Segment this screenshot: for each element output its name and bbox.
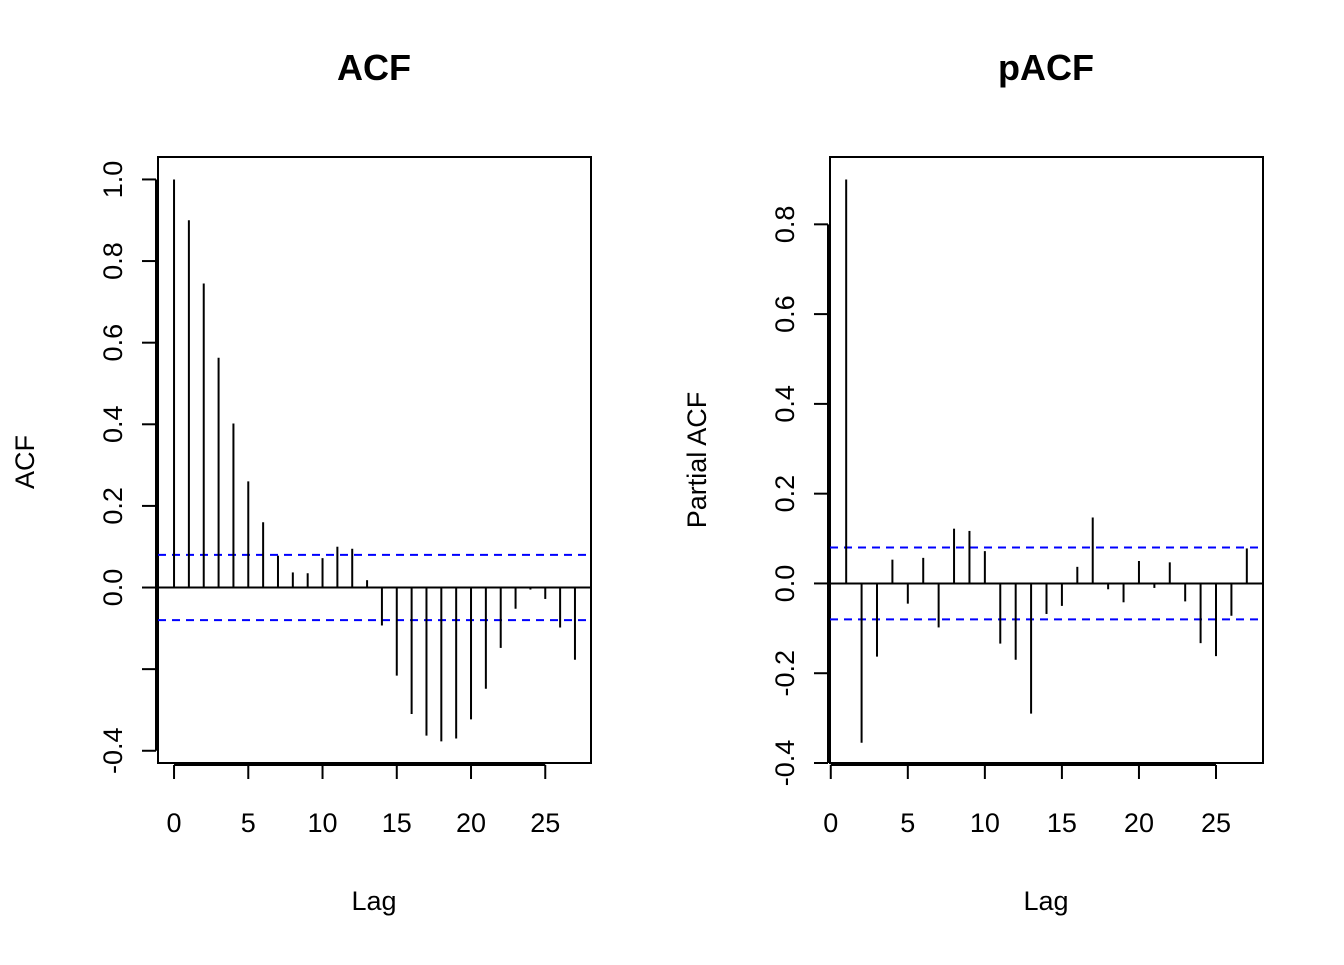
pacf-y-axis-label: Partial ACF: [682, 392, 712, 529]
pacf-y-tick-label-5: 0.6: [770, 295, 800, 333]
pacf-y-tick-label-0: -0.4: [770, 740, 800, 787]
acf-y-tick-label-3: 0.2: [98, 487, 128, 525]
acf-y-tick-label-4: 0.4: [98, 406, 128, 444]
pacf-y-tick-label-3: 0.2: [770, 475, 800, 513]
acf-x-tick-label-5: 5: [241, 808, 256, 838]
acf-panel: ACF Lag ACF 0 5 10 15 20 25 -0.4 0.0 0.2 0.4 0.6 0.…: [10, 47, 592, 916]
acf-y-tick-label-7: 1.0: [98, 161, 128, 199]
pacf-x-tick-label-15: 15: [1047, 808, 1077, 838]
acf-y-tick-label-0: -0.4: [98, 727, 128, 774]
pacf-x-axis-label: Lag: [1023, 886, 1068, 916]
pacf-y-tick-label-4: 0.4: [770, 385, 800, 423]
pacf-x-tick-label-5: 5: [900, 808, 915, 838]
pacf-x-tick-label-20: 20: [1124, 808, 1154, 838]
acf-plot-frame: [157, 156, 592, 764]
pacf-y-tick-label-2: 0.0: [770, 565, 800, 603]
acf-x-tick-label-15: 15: [382, 808, 412, 838]
pacf-x-tick-label-25: 25: [1201, 808, 1231, 838]
pacf-y-tick-label-1: -0.2: [770, 650, 800, 697]
pacf-y-tick-label-6: 0.8: [770, 206, 800, 244]
pacf-panel: pACF Lag Partial ACF 0 5 10 15 20 25 -0.4 -0.2 0…: [682, 47, 1264, 916]
acf-title: ACF: [337, 47, 411, 88]
acf-x-tick-label-25: 25: [530, 808, 560, 838]
acf-y-tick-label-5: 0.6: [98, 324, 128, 362]
acf-y-tick-label-2: 0.0: [98, 569, 128, 607]
pacf-plot-frame: [829, 156, 1264, 764]
acf-x-tick-label-10: 10: [308, 808, 338, 838]
acf-y-tick-label-6: 0.8: [98, 242, 128, 280]
pacf-x-tick-label-0: 0: [823, 808, 838, 838]
pacf-x-tick-label-10: 10: [970, 808, 1000, 838]
acf-x-tick-label-0: 0: [167, 808, 182, 838]
acf-x-axis-label: Lag: [351, 886, 396, 916]
pacf-title: pACF: [998, 47, 1094, 88]
acf-y-axis-label: ACF: [10, 435, 40, 489]
acf-x-tick-label-20: 20: [456, 808, 486, 838]
